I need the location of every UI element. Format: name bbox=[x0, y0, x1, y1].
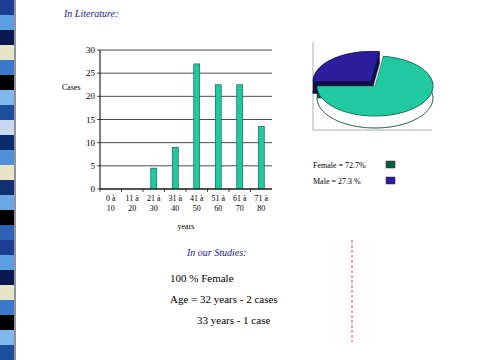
x-tick bbox=[186, 189, 187, 192]
pie-chart: Female = 72.7% Male = 27.3 % bbox=[313, 42, 433, 186]
heading: In Literature: bbox=[63, 8, 118, 19]
x-tick bbox=[164, 189, 165, 192]
grid-line bbox=[100, 73, 272, 74]
x-tick-label: 41 à50 bbox=[190, 194, 204, 213]
legend-label: Female = 72.7% bbox=[313, 161, 366, 170]
pie-slice bbox=[313, 51, 379, 81]
bar-chart: 0 5 10 15 20 25 30 0 à10 11 à20 21 à30 31 à40 41 à5… bbox=[62, 45, 272, 231]
strip-block bbox=[0, 195, 14, 210]
divider bbox=[352, 240, 353, 342]
strip-block bbox=[0, 90, 14, 105]
x-tick bbox=[100, 189, 101, 192]
x-tick-label: 0 à10 bbox=[106, 194, 116, 213]
strip-block bbox=[0, 285, 14, 300]
strip-block bbox=[0, 225, 14, 240]
grid-line bbox=[100, 96, 272, 97]
slide: In Literature: 0 5 10 15 20 25 30 0 à10 11 à20 21 … bbox=[0, 0, 480, 360]
strip-block bbox=[0, 120, 14, 135]
x-tick bbox=[143, 189, 144, 192]
grid-line bbox=[100, 119, 272, 120]
x-tick-label: 31 à40 bbox=[168, 194, 182, 213]
strip-block bbox=[0, 30, 14, 45]
pie-frame bbox=[313, 42, 432, 130]
y-tick-label: 5 bbox=[91, 161, 96, 171]
strip-block bbox=[0, 0, 14, 15]
x-tick-label: 51 à60 bbox=[211, 194, 225, 213]
bars bbox=[151, 64, 265, 189]
x-tick-label: 71 à80 bbox=[254, 194, 268, 213]
study-note: 33 years - 1 case bbox=[197, 314, 270, 326]
decor-strip bbox=[0, 0, 14, 360]
strip-block bbox=[0, 210, 14, 225]
strip-block bbox=[0, 345, 14, 360]
y-axis-label: Cases bbox=[62, 83, 81, 92]
study-note: 100 % Female bbox=[170, 272, 234, 284]
x-tick bbox=[250, 189, 251, 192]
strip-block bbox=[0, 45, 14, 60]
x-tick-label: 11 à20 bbox=[126, 194, 140, 213]
y-tick-label: 25 bbox=[86, 68, 96, 78]
strip-block bbox=[0, 255, 14, 270]
strip-block bbox=[0, 105, 14, 120]
grid-line bbox=[100, 50, 272, 51]
legend-label: Male = 27.3 % bbox=[313, 177, 361, 186]
y-tick-label: 15 bbox=[86, 115, 96, 125]
grid-line bbox=[100, 142, 272, 143]
strip-block bbox=[0, 300, 14, 315]
x-axis-label: years bbox=[178, 222, 195, 231]
strip-block bbox=[0, 150, 14, 165]
legend-swatch bbox=[386, 177, 395, 184]
strip-block bbox=[0, 270, 14, 285]
grid-line bbox=[100, 165, 272, 166]
bar bbox=[237, 85, 243, 189]
strip-block bbox=[0, 315, 14, 330]
x-tick bbox=[121, 189, 122, 192]
legend-swatch bbox=[386, 161, 395, 168]
x-tick bbox=[207, 189, 208, 192]
bar bbox=[151, 168, 157, 189]
y-tick-label: 30 bbox=[86, 45, 96, 55]
strip-block bbox=[0, 165, 14, 180]
y-axis bbox=[100, 50, 101, 189]
strip-block bbox=[0, 75, 14, 90]
x-tick bbox=[229, 189, 230, 192]
y-tick-label: 20 bbox=[86, 91, 96, 101]
strip-block bbox=[0, 60, 14, 75]
studies-heading: In our Studies: bbox=[186, 247, 246, 258]
y-tick-label: 10 bbox=[86, 138, 96, 148]
strip-block bbox=[0, 330, 14, 345]
bar bbox=[172, 147, 178, 189]
x-tick-label: 21 à30 bbox=[147, 194, 161, 213]
y-tick-label: 0 bbox=[91, 184, 96, 194]
strip-block bbox=[0, 15, 14, 30]
study-note: Age = 32 years - 2 cases bbox=[170, 293, 278, 305]
strip-block bbox=[0, 135, 14, 150]
bar bbox=[258, 126, 264, 189]
x-tick-label: 61 à70 bbox=[233, 194, 247, 213]
background bbox=[0, 0, 480, 360]
strip-block bbox=[0, 240, 14, 255]
bar bbox=[215, 85, 221, 189]
strip-edge bbox=[15, 0, 16, 360]
strip-block bbox=[0, 180, 14, 195]
legend: Female = 72.7% Male = 27.3 % bbox=[313, 161, 395, 186]
bar bbox=[194, 64, 200, 189]
